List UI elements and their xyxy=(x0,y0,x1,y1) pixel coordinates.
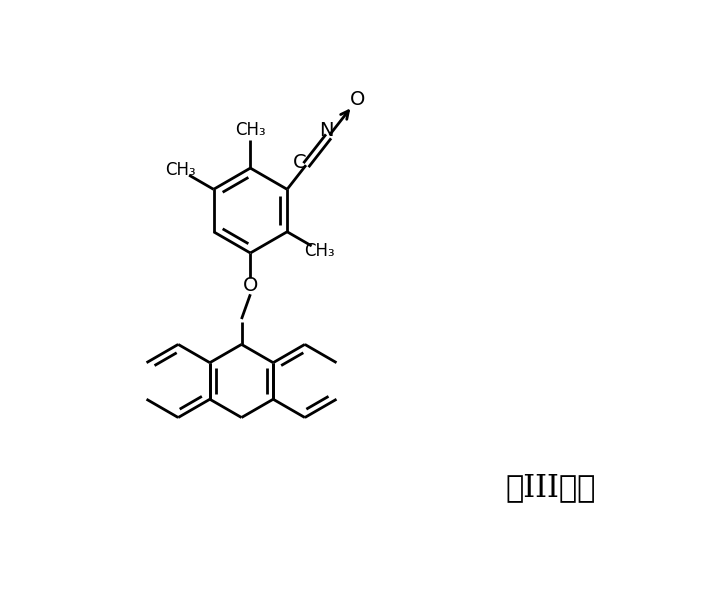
Text: C: C xyxy=(293,153,307,172)
Text: CH₃: CH₃ xyxy=(235,121,266,139)
Text: CH₃: CH₃ xyxy=(165,161,196,179)
Text: CH₃: CH₃ xyxy=(304,242,335,260)
Text: O: O xyxy=(242,276,258,295)
Text: （III）。: （III）。 xyxy=(506,472,596,503)
Text: N: N xyxy=(319,121,334,140)
Text: O: O xyxy=(349,90,365,109)
